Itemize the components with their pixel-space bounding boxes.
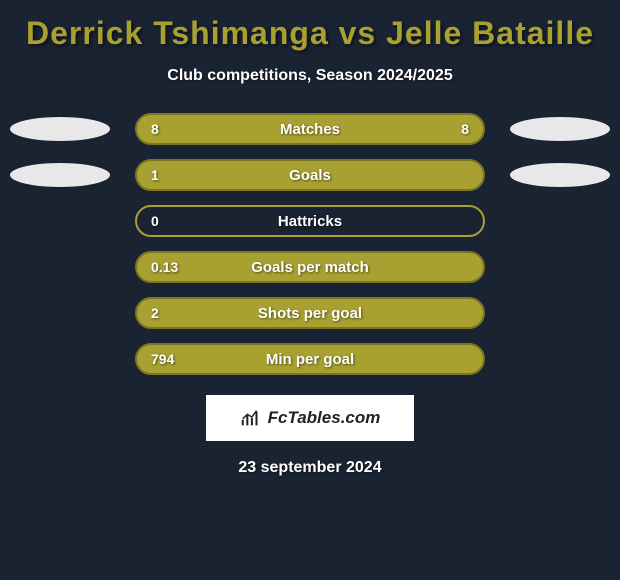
player-left-ellipse [10, 117, 110, 141]
player-left-ellipse [10, 163, 110, 187]
right-group [485, 163, 620, 187]
stat-left-value: 8 [151, 121, 159, 137]
stat-label: Goals [289, 167, 331, 184]
stat-bar: 794 Min per goal [135, 343, 485, 375]
stat-right-value: 8 [461, 121, 469, 137]
stat-row: 794 Min per goal [0, 343, 620, 375]
stat-row: 0.13 Goals per match [0, 251, 620, 283]
stat-left-value: 2 [151, 305, 159, 321]
stats-list: 8 Matches 8 1 Goals 0 Hattricks 0.13 Goals per m… [0, 113, 620, 375]
stat-bar: 8 Matches 8 [135, 113, 485, 145]
stat-bar: 0 Hattricks [135, 205, 485, 237]
stat-row: 1 Goals [0, 159, 620, 191]
page-title: Derrick Tshimanga vs Jelle Bataille [0, 15, 620, 52]
badge-text: FcTables.com [268, 408, 381, 428]
player-right-ellipse [510, 117, 610, 141]
stat-label: Hattricks [278, 213, 342, 230]
chart-icon [240, 407, 262, 429]
stat-row: 0 Hattricks [0, 205, 620, 237]
stat-label: Goals per match [251, 259, 369, 276]
stat-left-value: 0.13 [151, 259, 178, 275]
stat-label: Min per goal [266, 351, 354, 368]
stat-row: 2 Shots per goal [0, 297, 620, 329]
right-group [485, 117, 620, 141]
stat-bar: 0.13 Goals per match [135, 251, 485, 283]
source-badge[interactable]: FcTables.com [206, 395, 414, 441]
stat-bar: 2 Shots per goal [135, 297, 485, 329]
stat-left-value: 0 [151, 213, 159, 229]
stat-bar: 1 Goals [135, 159, 485, 191]
stat-row: 8 Matches 8 [0, 113, 620, 145]
left-group [0, 117, 135, 141]
player-right-ellipse [510, 163, 610, 187]
stat-label: Matches [280, 121, 340, 138]
stat-left-value: 794 [151, 351, 174, 367]
date-label: 23 september 2024 [0, 459, 620, 477]
subtitle: Club competitions, Season 2024/2025 [0, 67, 620, 85]
stat-left-value: 1 [151, 167, 159, 183]
left-group [0, 163, 135, 187]
comparison-card: Derrick Tshimanga vs Jelle Bataille Club… [0, 0, 620, 487]
stat-label: Shots per goal [258, 305, 362, 322]
